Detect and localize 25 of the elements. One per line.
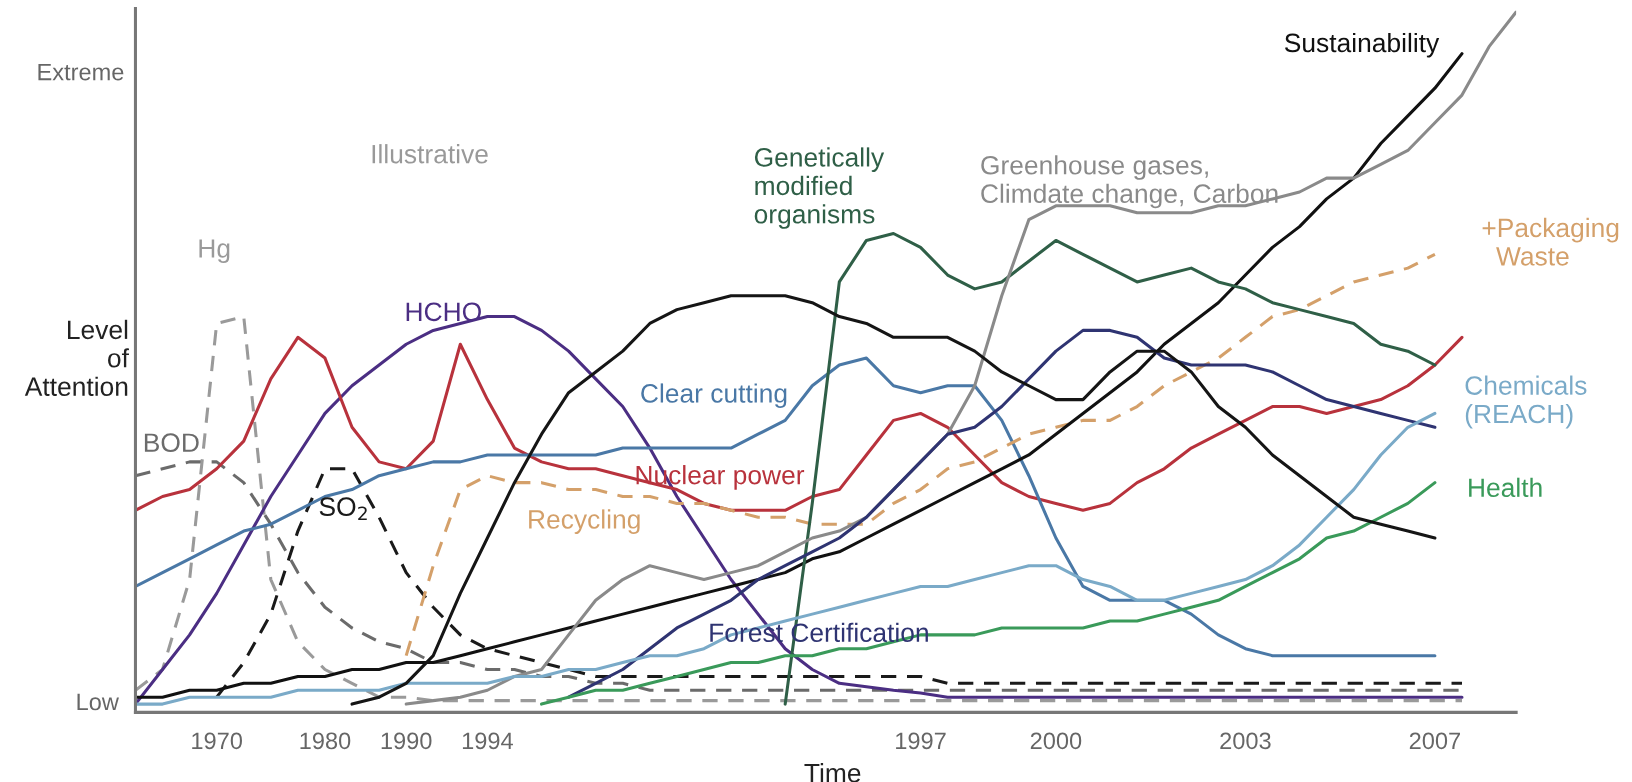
annotation: +Packaging Waste xyxy=(1482,217,1619,266)
annotation: Extreme xyxy=(38,63,124,81)
series-label: Greenhouse gases, Climdate change, Carbon xyxy=(981,155,1278,209)
x-axis-title: Time xyxy=(804,763,861,782)
x-tick-label: 2003 xyxy=(1220,732,1271,750)
x-tick-label: 1970 xyxy=(192,732,243,750)
annotation: Illustrative xyxy=(372,144,488,164)
x-tick-label: 1997 xyxy=(896,732,946,750)
y-axis-title: Level of Attention xyxy=(24,319,129,397)
series-label: HCHO xyxy=(406,302,481,322)
x-tick-label: 1994 xyxy=(462,732,513,750)
series-label: SO$_{2}$ xyxy=(319,497,367,521)
x-tick-label: 1990 xyxy=(381,732,432,750)
text: Hg xyxy=(199,239,230,264)
series-label: Clear cutting xyxy=(641,383,787,408)
series-label: Health xyxy=(1469,477,1542,498)
series-label: Chemicals (REACH) xyxy=(1465,375,1587,429)
series-label: Sustainability xyxy=(1284,32,1440,58)
x-tick-label: 1980 xyxy=(300,732,351,750)
x-tick-label: 2000 xyxy=(1030,732,1082,750)
series-label: BOD xyxy=(144,433,199,453)
x-tick-label: 2007 xyxy=(1409,732,1460,750)
series-label: Genetically modified organisms xyxy=(754,147,885,229)
series-label: Recycling xyxy=(529,509,640,534)
text: Low xyxy=(77,693,119,711)
